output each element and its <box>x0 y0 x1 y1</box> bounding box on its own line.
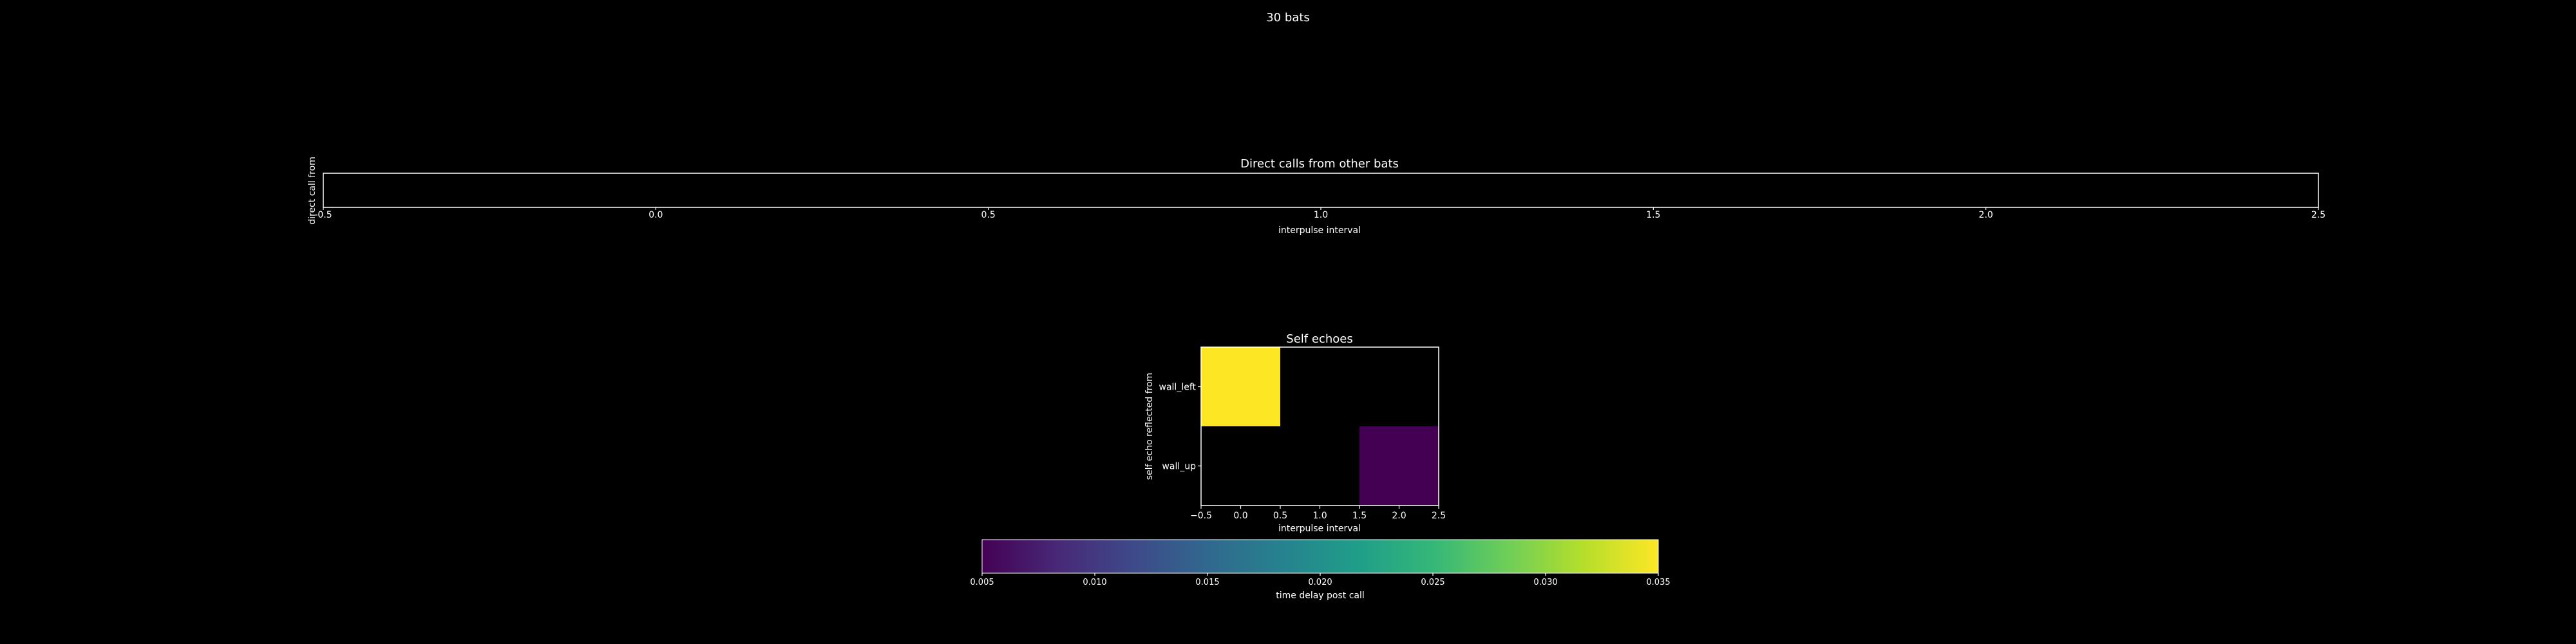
self-echoes-y-tick-label: wall_up <box>1162 462 1196 472</box>
colorbar-tick-label: 0.010 <box>1083 578 1106 587</box>
colorbar: 0.005 0.010 0.015 0.020 0.025 0.030 0.035 time… <box>970 539 1671 601</box>
self-echoes-xlabel: interpulse interval <box>1278 524 1361 534</box>
self-echoes-ylabel: self echo reflected from <box>1144 373 1155 480</box>
direct-calls-xlabel: interpulse interval <box>1278 225 1361 236</box>
colorbar-tick-label: 0.020 <box>1308 578 1332 587</box>
self-echoes-x-ticks: −0.5 0.0 0.5 1.0 1.5 2.0 2.5 <box>1190 506 1446 521</box>
direct-calls-x-tick-label: 1.5 <box>1646 210 1660 220</box>
self-echoes-chart: Self echoes −0.5 0.0 0.5 1.0 1.5 2.0 2.5 wall_… <box>1144 332 1446 534</box>
self-echoes-x-tick-label: 1.0 <box>1312 511 1327 521</box>
self-echoes-x-tick-label: 0.0 <box>1233 511 1247 521</box>
direct-calls-x-ticks: -0.5 0.0 0.5 1.0 1.5 2.0 2.5 <box>314 207 2325 220</box>
heatmap-cell <box>1201 347 1280 426</box>
direct-calls-plot-area <box>323 173 2319 208</box>
colorbar-tick-label: 0.005 <box>970 578 994 587</box>
figure-title: 30 bats <box>1266 11 1310 24</box>
colorbar-label: time delay post call <box>1276 591 1365 601</box>
self-echoes-title: Self echoes <box>1286 332 1352 346</box>
direct-calls-x-tick-label: -0.5 <box>314 210 332 220</box>
colorbar-tick-label: 0.015 <box>1195 578 1219 587</box>
direct-calls-x-tick-label: 2.5 <box>2311 210 2325 220</box>
direct-calls-title: Direct calls from other bats <box>1240 157 1399 171</box>
colorbar-tick-label: 0.025 <box>1421 578 1444 587</box>
self-echoes-cells <box>1201 347 1439 506</box>
colorbar-ticks: 0.005 0.010 0.015 0.020 0.025 0.030 0.035 <box>970 573 1671 587</box>
direct-calls-x-tick-label: 2.0 <box>1979 210 1993 220</box>
self-echoes-x-tick-label: 2.5 <box>1432 511 1446 521</box>
direct-calls-chart: Direct calls from other bats -0.5 0.0 0.5 1… <box>307 156 2325 236</box>
direct-calls-ylabel: direct call from <box>307 156 317 225</box>
self-echoes-x-tick-label: −0.5 <box>1190 511 1212 521</box>
self-echoes-x-tick-label: 0.5 <box>1273 511 1287 521</box>
colorbar-tick-label: 0.035 <box>1646 578 1670 587</box>
direct-calls-x-tick-label: 1.0 <box>1314 210 1328 220</box>
self-echoes-x-tick-label: 2.0 <box>1392 511 1406 521</box>
heatmap-cell <box>1359 426 1439 506</box>
colorbar-tick-label: 0.030 <box>1533 578 1557 587</box>
self-echoes-y-tick-label: wall_left <box>1159 383 1197 393</box>
direct-calls-x-tick-label: 0.0 <box>649 210 663 220</box>
self-echoes-x-tick-label: 1.5 <box>1352 511 1367 521</box>
direct-calls-x-tick-label: 0.5 <box>981 210 996 220</box>
self-echoes-y-ticks: wall_left wall_up <box>1159 383 1201 472</box>
colorbar-gradient <box>981 539 1659 574</box>
